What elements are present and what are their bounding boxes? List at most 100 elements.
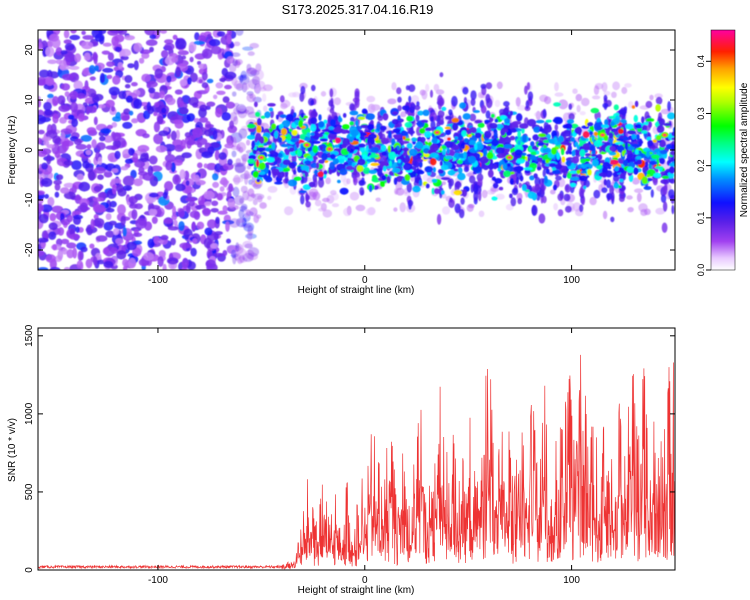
spectrogram-cell [246,67,258,75]
spectrogram-cell [631,132,636,140]
spectrogram-cell [45,254,56,263]
spectrogram-cell [602,210,608,220]
spectrogram-cell [132,152,139,163]
spectrogram-cell [128,110,134,116]
spectrogram-cell [615,141,624,145]
spectrogram-cell [346,145,351,152]
spectrogram-cell [388,151,397,160]
spectrogram-cell [120,166,129,171]
spectrogram-cell [258,162,266,170]
spectrogram-cell [583,185,587,190]
spectrogram-cell [265,176,273,183]
spectrogram-cell [192,127,203,138]
spectrogram-cell [408,148,418,156]
spectrogram-cell [542,169,546,178]
snr-ytick-label: 500 [24,483,35,500]
spectrogram-cell [304,160,312,165]
spectrogram-cell [132,232,143,237]
spectrogram-cell [172,34,178,40]
spectrogram-cell [263,105,268,112]
spectrogram-cell [164,181,174,191]
spectrogram-cell [225,221,230,232]
spectrogram-cell [503,144,513,149]
spectrogram-cell [519,123,529,129]
spectrogram-cell [240,185,248,194]
spectrogram-cell [557,209,564,217]
spectrogram-cell [271,142,276,151]
spectrogram-cell [365,113,375,121]
spectrogram-cell [512,187,518,194]
spectrogram-cell [642,124,648,132]
spectrogram-cell [91,30,103,39]
spectrogram-cell [570,176,580,181]
spectrogram-cell [93,116,98,126]
spectrogram-cell [370,120,374,125]
spectrogram-cell [669,178,675,184]
spectrogram-cell [148,208,158,216]
spectrogram-cell [576,169,581,175]
spectrogram-cell [355,98,360,109]
spectrogram-cell [568,113,575,121]
snr-frame [37,327,676,571]
spectrogram-cell [544,96,552,105]
spectrogram-cell [553,203,558,211]
spectrogram-cell [456,159,463,164]
spectrogram-cell [579,187,584,198]
spectrogram-cell [138,57,145,64]
spectrogram-cell [399,202,406,213]
spectrogram-cell [280,128,288,136]
spectrogram-cell [570,137,576,142]
spectrogram-cell [429,158,437,166]
spectrogram-cell [584,158,591,162]
spectrogram-cell [78,181,91,192]
spectrogram-cell [95,235,108,242]
spectrogram-cell [533,126,541,133]
spectrogram-cell [318,121,325,128]
spectrogram-cell [159,90,165,99]
spectrogram-cell [86,127,97,134]
spectrogram-cell [38,76,47,86]
spectrogram-cell [557,135,565,143]
spectrogram-cell [663,122,672,127]
spectrogram-cell [144,30,156,36]
spectrogram-cell [268,107,274,112]
spectrogram-cell [115,183,124,193]
spectrogram-cell [105,213,112,221]
spectrogram-cell [149,34,157,40]
spectrogram-cell [349,121,355,126]
spectrogram-cell [222,178,228,188]
spectrogram-cell [226,34,232,45]
spectrogram-cell [461,142,466,150]
spectrogram-cell [178,107,189,115]
spectrogram-cell [125,158,134,164]
spectrogram-xtick-label: 100 [563,275,580,286]
spectrogram-cell [189,72,198,83]
spectrogram-cell [489,122,498,129]
spectrogram-cell [618,109,627,116]
spectrogram-cell [660,194,667,203]
spectrogram-cell [454,136,459,140]
spectrogram-cell [589,130,593,136]
spectrogram-cell [128,196,138,204]
spectrogram-cell [107,30,119,36]
spectrogram-cell [621,150,625,157]
spectrogram-cell [442,148,447,156]
spectrogram-cell [419,127,426,134]
spectrogram-cell [236,142,247,153]
spectrogram-cell [517,130,522,139]
spectrogram-cell [111,35,119,47]
spectrogram-cell [179,169,186,180]
spectrogram-cell [299,92,305,102]
spectrogram-cell [393,207,398,212]
spectrogram-cell [288,162,296,169]
spectrogram-cell [641,130,648,134]
spectrogram-cell [281,120,291,128]
spectrogram-cell [566,119,575,124]
spectrogram-cell [163,217,173,224]
spectrogram-cell [553,184,557,191]
spectrogram-cell [106,61,115,67]
spectrogram-cell [74,53,82,63]
spectrogram-cell [246,134,256,140]
spectrogram-cell [318,114,322,121]
spectrogram-cell [518,182,522,188]
